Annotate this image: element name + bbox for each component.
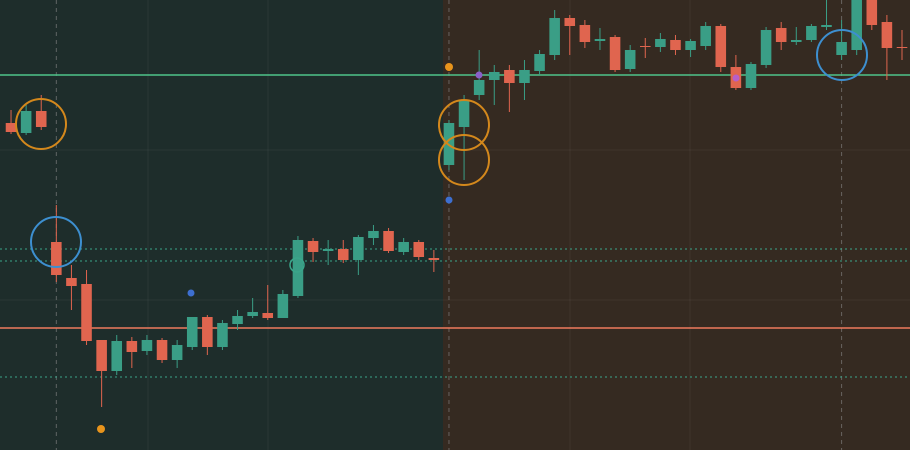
signal-marker xyxy=(445,196,453,204)
candle-body xyxy=(504,70,515,83)
candle-body xyxy=(322,249,334,251)
signal-marker xyxy=(445,63,453,71)
candle-body xyxy=(579,25,591,42)
candle-body xyxy=(639,46,651,47)
candle-body xyxy=(473,80,485,95)
candle-body xyxy=(866,0,878,25)
candle-body xyxy=(594,39,606,41)
candle-body xyxy=(51,242,62,275)
candle-body xyxy=(760,30,772,65)
candle-body xyxy=(262,313,274,318)
candle-body xyxy=(715,26,727,67)
candle-body xyxy=(81,284,92,341)
candle-body xyxy=(488,72,500,80)
candle-body xyxy=(232,316,243,324)
signal-marker xyxy=(97,425,105,433)
candle-body xyxy=(458,100,470,127)
candle-body xyxy=(428,258,440,260)
highlight-circle xyxy=(15,98,67,150)
candle-body xyxy=(111,341,123,371)
signal-marker xyxy=(187,289,195,297)
candle-body xyxy=(670,40,681,50)
candle-body xyxy=(217,323,228,347)
candle-body xyxy=(413,242,425,257)
candle-body xyxy=(685,41,696,50)
annotations xyxy=(15,29,868,273)
candle-body xyxy=(186,317,198,347)
candle-body xyxy=(624,50,636,69)
highlight-circle xyxy=(438,99,490,151)
candle-body xyxy=(337,249,349,260)
candle-body xyxy=(5,123,17,132)
candle-body xyxy=(700,26,711,46)
marker xyxy=(289,257,305,273)
candle-body xyxy=(292,240,304,296)
candle-body xyxy=(881,22,893,48)
candle-body xyxy=(791,40,802,42)
candle-body xyxy=(564,18,576,26)
candle-body xyxy=(655,39,666,47)
signal-markers xyxy=(97,63,740,433)
highlight-circle xyxy=(438,134,490,186)
candle-body xyxy=(383,231,394,251)
highlight-circle xyxy=(30,216,82,268)
candle-body xyxy=(126,341,138,352)
candle-body xyxy=(851,0,862,50)
candle-body xyxy=(609,37,621,70)
candle-body xyxy=(534,54,545,71)
candle-body xyxy=(775,28,787,42)
signal-marker xyxy=(475,71,483,79)
candle-body xyxy=(96,340,107,371)
candle-body xyxy=(35,111,47,127)
candle-body xyxy=(156,340,168,360)
session-background xyxy=(0,0,443,450)
signal-marker xyxy=(732,74,740,82)
candle-body xyxy=(277,294,289,318)
candle-body xyxy=(549,18,560,55)
candle-body xyxy=(353,237,364,260)
candle-body xyxy=(368,231,379,238)
session-background xyxy=(443,0,910,450)
candle-body xyxy=(20,111,32,133)
candle-body xyxy=(806,26,817,40)
candle-body xyxy=(398,242,409,252)
candle-body xyxy=(821,25,832,27)
candle-body xyxy=(836,42,847,55)
candle-body xyxy=(66,278,77,286)
candle-body xyxy=(307,241,319,252)
candle-body xyxy=(745,64,757,88)
candle-body xyxy=(202,317,213,347)
candle-body xyxy=(896,47,908,48)
candle-body xyxy=(171,345,183,360)
candle-body xyxy=(519,70,530,83)
candle-body xyxy=(247,312,258,316)
candle-body xyxy=(141,340,153,351)
highlight-circle xyxy=(816,29,868,81)
